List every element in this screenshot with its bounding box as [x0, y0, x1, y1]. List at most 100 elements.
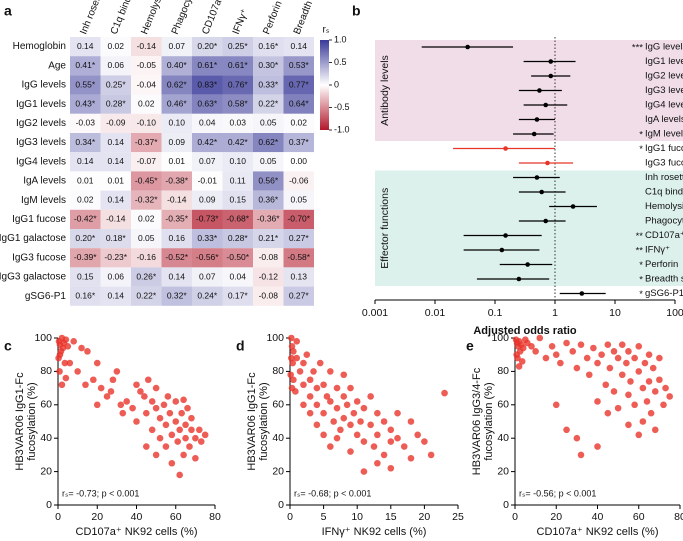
heatmap-cell	[253, 94, 284, 114]
scatter-point	[323, 393, 331, 400]
y-axis-label: HB3VAR06 IgG1-Fc	[14, 372, 26, 471]
scatter-point	[414, 431, 421, 439]
significance: **	[636, 246, 644, 257]
heatmap-cell	[283, 113, 314, 133]
colorbar-tick-label: 0.5	[334, 57, 347, 67]
scatter-point	[353, 431, 361, 439]
y-tick-label: 40	[497, 432, 509, 444]
y-tick-label: 60	[40, 399, 52, 411]
colorbar	[320, 40, 329, 130]
cell-label: 0.02	[107, 41, 124, 51]
scatter-point	[552, 401, 560, 409]
row-label: IgG3 levels	[645, 85, 683, 96]
scatter-point	[327, 368, 334, 375]
heatmap-cell	[100, 267, 131, 287]
scatter-point	[293, 338, 301, 345]
heatmap-cell	[161, 171, 192, 191]
scatter-point	[360, 468, 368, 475]
cell-label: 0.01	[168, 156, 185, 166]
scatter-point	[176, 471, 183, 479]
heatmap-cell	[131, 37, 162, 57]
scatter-point	[320, 431, 327, 439]
heatmap-cell	[70, 229, 101, 249]
heatmap-cell	[131, 267, 162, 287]
odds-ratio-point	[531, 131, 537, 137]
scatter-point	[514, 354, 521, 362]
y-tick-label: 0	[46, 499, 52, 511]
heatmap-cell	[283, 286, 314, 306]
x-tick-label: 0.001	[362, 307, 388, 319]
cell-label: -0.10	[137, 118, 157, 128]
scatter-point	[306, 393, 314, 400]
cell-label: -0.01	[198, 175, 218, 185]
scatter-point	[78, 344, 85, 352]
scatter-point	[518, 358, 526, 365]
scatter-point	[188, 414, 195, 422]
scatter-point	[148, 398, 156, 405]
heatmap-cell	[161, 94, 192, 114]
scatter-point	[604, 341, 612, 348]
cell-label: 0.04	[199, 118, 216, 128]
scatter-point	[176, 426, 183, 434]
scatter-point	[360, 404, 368, 412]
row-label: C1q binding	[645, 187, 683, 198]
scatter-point	[394, 409, 401, 417]
heatmap-cell	[192, 56, 223, 76]
row-label: IgA levels	[645, 114, 683, 125]
x-tick-label: 20	[91, 511, 103, 523]
scatter-point	[156, 434, 164, 442]
row-label: Inh rosetting	[645, 172, 683, 183]
cell-label: 0.61*	[228, 60, 249, 70]
row-label: Phagocytosis	[645, 216, 683, 227]
cell-label: 0.37*	[289, 137, 310, 147]
cell-label: 0.42*	[197, 137, 218, 147]
cell-label: -0.42*	[74, 214, 97, 224]
heatmap-cell	[222, 133, 253, 153]
heatmap-cell	[222, 229, 253, 249]
scatter-point	[347, 384, 354, 392]
scatter-point	[180, 451, 187, 459]
scatter-point	[614, 404, 622, 412]
scatter-point	[660, 401, 667, 409]
scatter-point	[90, 376, 97, 384]
cell-label: 0.56*	[258, 175, 279, 185]
cell-label: -0.35*	[165, 214, 188, 224]
cell-label: 0.42*	[228, 137, 249, 147]
x-tick-label: 0	[55, 511, 61, 523]
y-tick-label: 0	[503, 499, 509, 511]
y-tick-label: 100	[34, 332, 52, 344]
y-tick-label: 40	[40, 432, 52, 444]
y-tick-label: 0	[278, 499, 284, 511]
odds-ratio-point	[539, 189, 544, 195]
scatter-point	[156, 414, 164, 422]
x-tick-label: 5	[321, 511, 327, 523]
cell-label: 0.36*	[258, 194, 279, 204]
cell-label: 0.77*	[289, 79, 310, 89]
scatter-point	[631, 354, 638, 362]
heatmap-cell	[70, 37, 101, 57]
scatter-point	[647, 409, 655, 417]
odds-ratio-point	[579, 291, 585, 296]
cell-label: 0.18*	[106, 233, 127, 243]
odds-ratio-point	[537, 88, 542, 93]
heatmap-cell	[192, 286, 223, 306]
cell-label: -0.07	[137, 156, 157, 166]
scatter-point	[548, 343, 556, 350]
cell-label: -0.08	[259, 290, 279, 300]
heatmap-cell	[283, 37, 314, 57]
row-label: IgG3 fucose	[12, 252, 66, 263]
cell-label: 0.01	[107, 175, 124, 185]
scatter-point	[651, 426, 659, 434]
colorbar-label: rₛ	[322, 25, 329, 36]
scatter-point	[360, 438, 368, 445]
colorbar-tick-label: -1.0	[334, 124, 350, 134]
cell-label: 0.05	[138, 233, 155, 243]
cell-label: 0.25*	[106, 79, 127, 89]
x-tick-label: 0.01	[425, 307, 446, 319]
scatter-point	[333, 384, 341, 392]
scatter-point	[300, 381, 307, 389]
heatmap-cell	[222, 152, 253, 172]
heatmap-cell	[253, 56, 284, 76]
colorbar-tick-label: 0	[334, 79, 339, 89]
heatmap-cell	[222, 171, 253, 191]
